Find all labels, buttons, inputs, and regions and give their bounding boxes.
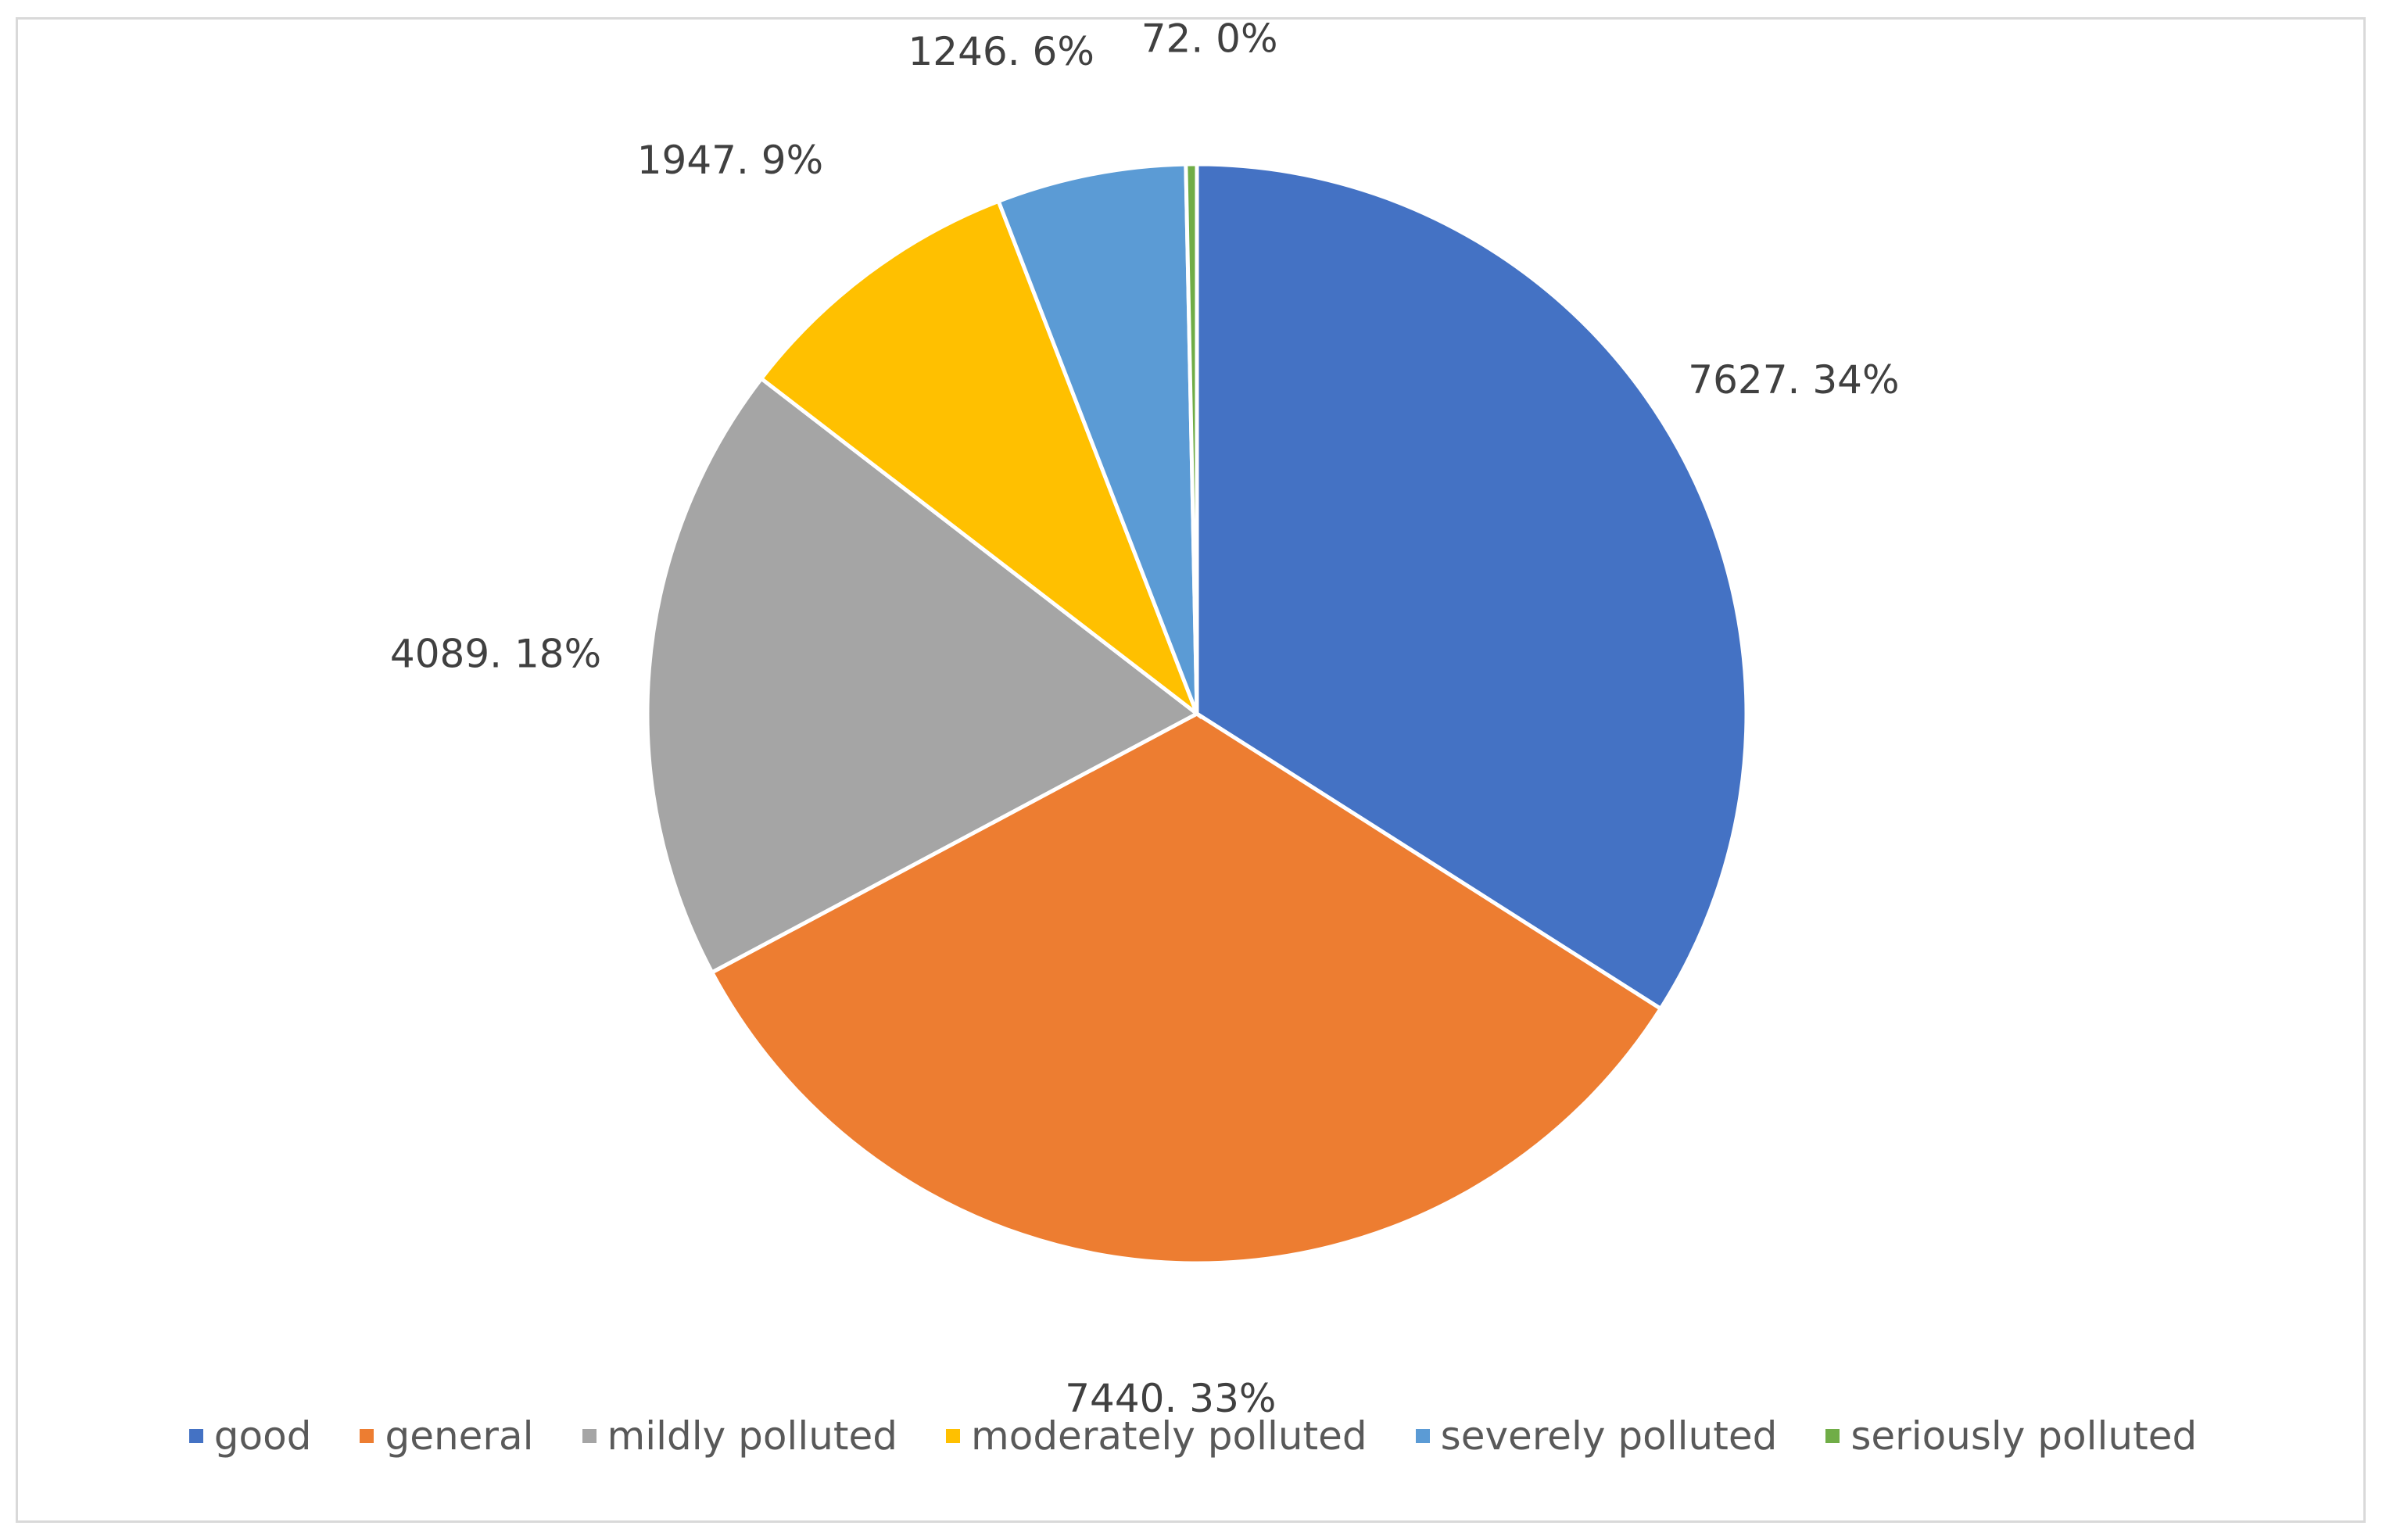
data-label-general: 7440. 33% [1065, 1376, 1276, 1421]
legend-item-severely-polluted: severely polluted [1415, 1413, 1778, 1459]
legend-item-mildly-polluted: mildly polluted [582, 1413, 898, 1459]
legend-swatch [946, 1429, 961, 1443]
legend-label: good [213, 1413, 312, 1459]
legend-label: general [385, 1413, 534, 1459]
legend-swatch [188, 1429, 203, 1443]
data-label-good: 7627. 34% [1688, 357, 1899, 403]
data-label-moderately-polluted: 1947. 9% [637, 138, 823, 183]
legend-label: seriously polluted [1850, 1413, 2198, 1459]
legend-label: severely polluted [1440, 1413, 1778, 1459]
legend-swatch [582, 1429, 596, 1443]
legend-label: moderately polluted [971, 1413, 1367, 1459]
legend-swatch [1415, 1429, 1430, 1443]
data-label-seriously-polluted: 72. 0% [1141, 16, 1278, 62]
legend-label: mildly polluted [607, 1413, 898, 1459]
legend-swatch [360, 1429, 374, 1443]
pie-slice-general [709, 711, 1664, 1266]
legend-item-good: good [188, 1413, 312, 1459]
legend: good general mildly polluted moderately pol… [0, 1413, 2386, 1459]
pie-slice-good [1195, 162, 1749, 1012]
pie-slice-moderately-polluted [758, 199, 1202, 720]
pie-slice-seriously-polluted [1184, 162, 1199, 714]
legend-item-seriously-polluted: seriously polluted [1825, 1413, 2197, 1459]
legend-item-general: general [360, 1413, 534, 1459]
legend-swatch [1825, 1429, 1840, 1443]
pie-slice-severely-polluted [995, 162, 1199, 714]
data-label-mildly-polluted: 4089. 18% [390, 632, 601, 677]
legend-item-moderately-polluted: moderately polluted [946, 1413, 1367, 1459]
data-label-severely-polluted: 1246. 6% [908, 29, 1094, 74]
pie-slice-mildly-polluted [645, 375, 1201, 976]
